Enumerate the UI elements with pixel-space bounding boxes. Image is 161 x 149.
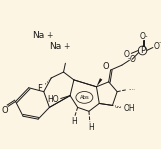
Text: +: + — [64, 42, 70, 51]
Text: O: O — [154, 42, 160, 51]
Text: O: O — [129, 55, 135, 64]
Polygon shape — [96, 78, 102, 87]
Text: H: H — [88, 122, 94, 132]
Text: F: F — [38, 84, 43, 93]
Text: ....: .... — [129, 86, 136, 91]
Text: O: O — [140, 32, 146, 41]
Text: O: O — [103, 62, 109, 71]
Text: HO: HO — [47, 95, 59, 104]
Text: Abs: Abs — [80, 95, 89, 100]
Text: -: - — [158, 40, 161, 45]
Text: OH: OH — [123, 104, 135, 113]
Text: Na: Na — [49, 42, 62, 51]
Text: P: P — [140, 46, 145, 55]
Text: +: + — [47, 31, 53, 40]
Text: ...: ... — [115, 103, 121, 109]
Text: O: O — [2, 106, 9, 115]
Text: Na: Na — [33, 31, 45, 40]
Text: -: - — [128, 55, 131, 61]
Text: O: O — [124, 50, 129, 59]
Text: -: - — [145, 33, 148, 39]
Text: H: H — [71, 117, 77, 126]
